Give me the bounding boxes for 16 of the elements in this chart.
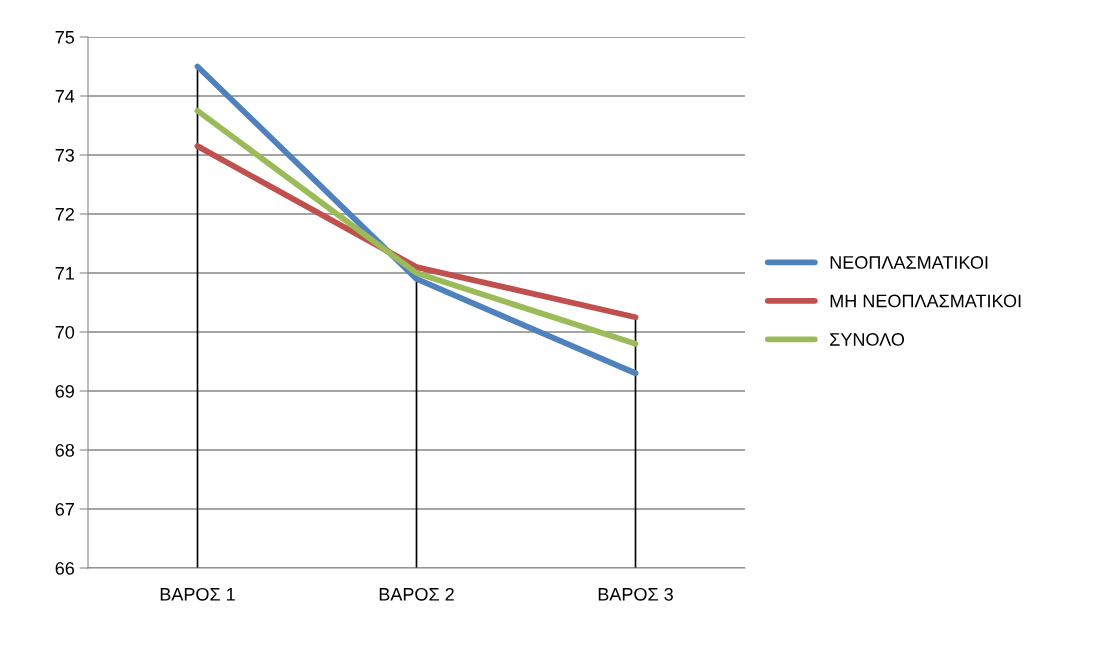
y-tick-label: 73 [55, 148, 75, 162]
x-tick-label: ΒΑΡΟΣ 2 [379, 587, 454, 601]
y-tick-label: 67 [55, 502, 74, 516]
y-tick-label: 75 [55, 31, 75, 44]
y-tick-label: 66 [55, 561, 75, 575]
legend-label: ΝΕΟΠΛΑΣΜΑΤΙΚΟΙ [830, 256, 988, 269]
x-tick-label: ΒΑΡΟΣ 1 [160, 587, 235, 601]
y-tick-label: 68 [55, 443, 75, 457]
y-tick-label: 74 [55, 90, 75, 103]
legend-label: ΣΥΝΟΛΟ [830, 333, 905, 346]
y-tick-label: 70 [55, 325, 75, 339]
y-tick-label: 71 [55, 267, 74, 280]
y-tick-label: 72 [55, 207, 74, 221]
y-tick-label: 69 [55, 384, 74, 398]
legend-label: ΜΗ ΝΕΟΠΛΑΣΜΑΤΙΚΟΙ [830, 294, 1021, 308]
x-tick-label: ΒΑΡΟΣ 3 [598, 587, 673, 601]
